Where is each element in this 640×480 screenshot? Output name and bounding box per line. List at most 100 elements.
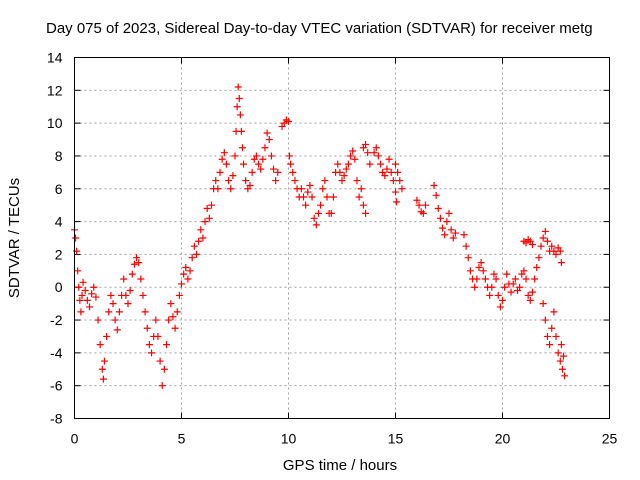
- data-point: [173, 308, 181, 316]
- data-point: [366, 160, 374, 168]
- data-point: [541, 227, 549, 235]
- y-tick-label: -6: [50, 378, 63, 394]
- data-point: [526, 296, 534, 304]
- data-point: [499, 296, 506, 304]
- data-point: [539, 234, 547, 242]
- data-point: [78, 291, 86, 299]
- y-tick-label: 0: [55, 279, 63, 295]
- y-tick-label: 14: [47, 50, 63, 66]
- data-point: [214, 185, 222, 193]
- data-point: [90, 283, 98, 291]
- data-point: [531, 275, 539, 283]
- data-point: [317, 201, 325, 209]
- y-tick-labels: -8 -6 -4 -2 0 2 4 6 8 10 12 14: [47, 50, 63, 427]
- data-point: [133, 254, 141, 262]
- data-point: [255, 160, 263, 168]
- data-point: [557, 341, 565, 349]
- data-point: [220, 149, 228, 157]
- data-point: [75, 283, 83, 291]
- y-axis-label: SDTVAR / TECUs: [6, 178, 23, 298]
- data-point: [203, 204, 211, 212]
- data-point: [154, 332, 162, 340]
- data-point: [561, 372, 569, 380]
- data-point: [535, 254, 543, 262]
- data-point: [234, 83, 242, 91]
- data-point: [188, 254, 196, 262]
- data-point: [242, 177, 250, 185]
- x-tick-labels: 0 5 10 15 20 25: [71, 431, 618, 447]
- data-point: [304, 188, 312, 196]
- data-point: [169, 313, 177, 321]
- data-point: [139, 291, 147, 299]
- data-point: [479, 267, 487, 275]
- data-point: [466, 267, 474, 275]
- data-point: [135, 259, 143, 267]
- data-point: [462, 242, 470, 250]
- data-point: [306, 181, 314, 189]
- data-point: [103, 332, 111, 340]
- data-point: [171, 324, 179, 332]
- data-point: [494, 291, 502, 299]
- data-point: [543, 332, 551, 340]
- data-point: [557, 259, 565, 267]
- data-point: [396, 177, 404, 185]
- data-point: [299, 193, 307, 201]
- data-point: [436, 214, 444, 222]
- data-point: [274, 168, 282, 176]
- data-point: [178, 280, 185, 288]
- data-point: [109, 300, 117, 308]
- data-point: [314, 209, 322, 217]
- data-point: [539, 300, 547, 308]
- data-point: [550, 308, 558, 316]
- data-point: [559, 352, 567, 360]
- data-point: [130, 260, 138, 268]
- data-point: [267, 152, 275, 160]
- data-point: [96, 341, 104, 349]
- y-tick-label: 8: [55, 148, 63, 164]
- data-point: [195, 237, 203, 245]
- data-point: [537, 242, 545, 250]
- y-tick-label: -4: [50, 345, 63, 361]
- data-point: [272, 177, 280, 185]
- data-point: [246, 181, 254, 189]
- data-point: [192, 250, 200, 258]
- data-point: [362, 140, 370, 148]
- data-point: [372, 144, 380, 152]
- data-point: [413, 196, 421, 204]
- data-point: [511, 275, 519, 283]
- data-point: [218, 155, 226, 163]
- data-point: [554, 349, 562, 357]
- data-point: [259, 155, 267, 163]
- data-point: [167, 300, 175, 308]
- data-point: [496, 303, 504, 311]
- data-point: [105, 308, 113, 316]
- data-point: [524, 291, 532, 299]
- data-point: [312, 221, 320, 229]
- data-point: [308, 193, 316, 201]
- data-point: [522, 275, 530, 283]
- data-point: [115, 308, 123, 316]
- x-tick-label: 20: [495, 431, 511, 447]
- data-point: [205, 214, 213, 222]
- y-tick-label: -2: [50, 312, 63, 328]
- data-point: [285, 117, 292, 125]
- data-point: [473, 275, 481, 283]
- data-point: [321, 177, 329, 185]
- data-point: [347, 152, 355, 160]
- data-point: [289, 168, 297, 176]
- data-point: [152, 316, 160, 324]
- data-point: [477, 259, 485, 267]
- data-point: [362, 209, 370, 217]
- data-point: [229, 172, 237, 180]
- data-point: [238, 144, 246, 152]
- data-point: [329, 193, 337, 201]
- data-point: [520, 267, 528, 275]
- data-point: [310, 214, 318, 222]
- data-point: [248, 168, 256, 176]
- data-point: [216, 168, 224, 176]
- data-point: [451, 229, 459, 237]
- data-point: [190, 242, 198, 250]
- data-point: [344, 160, 352, 168]
- data-point: [235, 95, 243, 103]
